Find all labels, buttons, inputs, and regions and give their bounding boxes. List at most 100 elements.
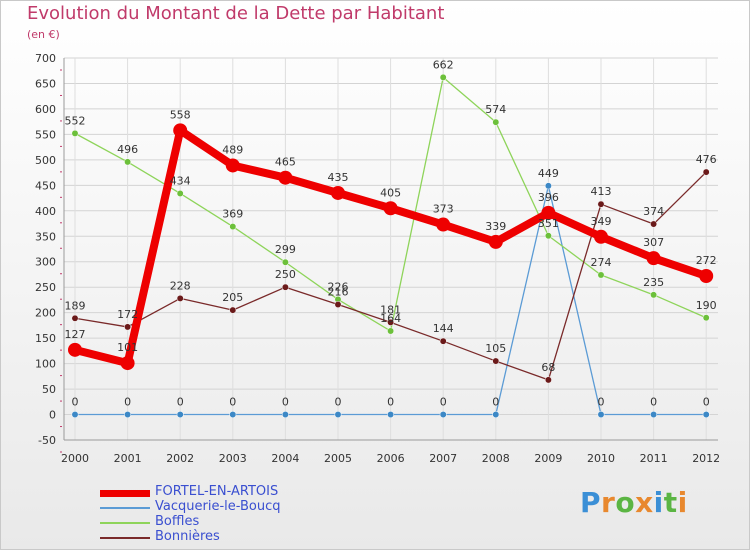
chart-title: Evolution du Montant de la Dette par Hab… <box>27 3 445 24</box>
data-point-vacquerie-le-boucq <box>124 411 132 418</box>
legend-swatch-vacquerie <box>100 507 150 509</box>
y-tick-label: 600 <box>35 103 56 116</box>
data-point-fortel-en-artois <box>436 217 451 232</box>
legend-swatch-bonnieres <box>100 537 150 539</box>
x-tick-label: 2007 <box>429 452 457 465</box>
data-point-vacquerie-le-boucq <box>597 411 605 418</box>
y-tick-label: 450 <box>35 179 56 192</box>
data-label-boffles: 369 <box>222 208 243 221</box>
y-tick-label: 400 <box>35 205 56 218</box>
x-tick-label: 2008 <box>482 452 510 465</box>
data-label-bonni-res: 105 <box>485 342 506 355</box>
x-tick-label: 2006 <box>377 452 405 465</box>
data-point-fortel-en-artois <box>225 158 240 173</box>
data-label-boffles: 164 <box>380 312 401 325</box>
data-label-bonni-res: 216 <box>328 286 349 299</box>
data-point-fortel-en-artois <box>594 229 608 244</box>
data-point-fortel-en-artois <box>383 201 398 216</box>
legend-swatch-boffles <box>100 522 150 524</box>
data-point-boffles <box>492 118 500 126</box>
data-point-boffles <box>71 129 79 137</box>
data-label-fortel-en-artois: 465 <box>275 156 296 169</box>
data-label-vacquerie-le-boucq: 0 <box>72 396 79 409</box>
data-label-fortel-en-artois: 307 <box>643 236 664 249</box>
data-point-vacquerie-le-boucq <box>544 182 552 190</box>
y-tick-label: 500 <box>35 154 56 167</box>
y-tick-label: 650 <box>35 77 56 90</box>
data-label-bonni-res: 172 <box>117 308 138 321</box>
x-tick-label: 2012 <box>692 452 720 465</box>
y-tick-label: 300 <box>35 256 56 269</box>
data-point-boffles <box>597 271 605 279</box>
data-point-boffles <box>124 158 132 166</box>
data-point-bonni-res <box>492 357 500 365</box>
data-point-bonni-res <box>229 306 237 314</box>
y-tick-label: 250 <box>35 281 56 294</box>
data-point-fortel-en-artois <box>646 251 661 266</box>
data-point-bonni-res <box>702 168 710 176</box>
x-tick-label: 2005 <box>324 452 352 465</box>
data-label-vacquerie-le-boucq: 0 <box>492 396 499 409</box>
data-label-vacquerie-le-boucq: 0 <box>229 396 236 409</box>
data-label-fortel-en-artois: 435 <box>328 171 349 184</box>
data-label-bonni-res: 181 <box>380 303 401 316</box>
data-label-vacquerie-le-boucq: 0 <box>282 396 289 409</box>
data-label-bonni-res: 189 <box>65 299 86 312</box>
data-point-boffles <box>650 291 658 299</box>
data-point-bonni-res <box>71 314 79 322</box>
data-point-boffles <box>281 258 289 266</box>
x-tick-label: 2001 <box>114 452 142 465</box>
data-label-bonni-res: 228 <box>170 279 191 292</box>
y-tick-label: 200 <box>35 307 56 320</box>
data-point-vacquerie-le-boucq <box>439 411 447 418</box>
data-point-vacquerie-le-boucq <box>702 411 710 418</box>
data-label-boffles: 434 <box>170 174 191 187</box>
data-label-bonni-res: 374 <box>643 205 664 218</box>
y-tick-label: 150 <box>35 332 56 345</box>
data-label-fortel-en-artois: 339 <box>485 220 506 233</box>
data-point-bonni-res <box>544 376 552 384</box>
data-point-boffles <box>229 223 237 231</box>
data-label-vacquerie-le-boucq: 0 <box>440 396 447 409</box>
data-point-fortel-en-artois <box>699 268 714 283</box>
x-tick-label: 2010 <box>587 452 615 465</box>
data-label-fortel-en-artois: 349 <box>591 215 612 228</box>
data-point-bonni-res <box>334 301 342 308</box>
legend-label-vacquerie: Vacquerie-le-Boucq <box>155 499 281 514</box>
data-point-bonni-res <box>387 318 395 326</box>
data-point-fortel-en-artois <box>541 205 556 220</box>
data-point-boffles <box>387 327 395 335</box>
proxiti-logo: Proxiti <box>580 486 688 519</box>
data-label-fortel-en-artois: 405 <box>380 186 401 199</box>
data-point-bonni-res <box>281 283 289 291</box>
y-tick-label: 550 <box>35 128 56 141</box>
data-point-vacquerie-le-boucq <box>387 411 395 418</box>
y-tick-label: 0 <box>49 409 56 422</box>
data-label-boffles: 574 <box>485 103 506 116</box>
data-label-boffles: 226 <box>328 280 349 293</box>
x-tick-label: 2004 <box>271 452 299 465</box>
data-label-fortel-en-artois: 101 <box>117 341 138 354</box>
data-point-boffles <box>176 190 184 197</box>
legend-swatch-fortel <box>100 490 150 497</box>
data-point-vacquerie-le-boucq <box>71 411 79 418</box>
data-point-bonni-res <box>597 200 605 208</box>
data-label-bonni-res: 250 <box>275 268 296 281</box>
data-point-vacquerie-le-boucq <box>334 411 342 418</box>
data-label-fortel-en-artois: 127 <box>65 328 86 341</box>
data-label-fortel-en-artois: 396 <box>538 191 559 204</box>
data-point-fortel-en-artois <box>173 123 188 138</box>
x-tick-label: 2003 <box>219 452 247 465</box>
data-label-vacquerie-le-boucq: 0 <box>650 396 657 409</box>
data-label-boffles: 235 <box>643 276 664 289</box>
x-tick-label: 2009 <box>534 452 562 465</box>
data-label-boffles: 496 <box>117 143 138 156</box>
data-label-bonni-res: 413 <box>591 185 612 198</box>
y-tick-label: 50 <box>42 383 56 396</box>
x-tick-label: 2000 <box>61 452 89 465</box>
data-label-boffles: 274 <box>591 256 612 269</box>
data-point-boffles <box>702 314 710 322</box>
y-tick-label: -50 <box>38 434 56 447</box>
data-point-bonni-res <box>439 337 447 345</box>
